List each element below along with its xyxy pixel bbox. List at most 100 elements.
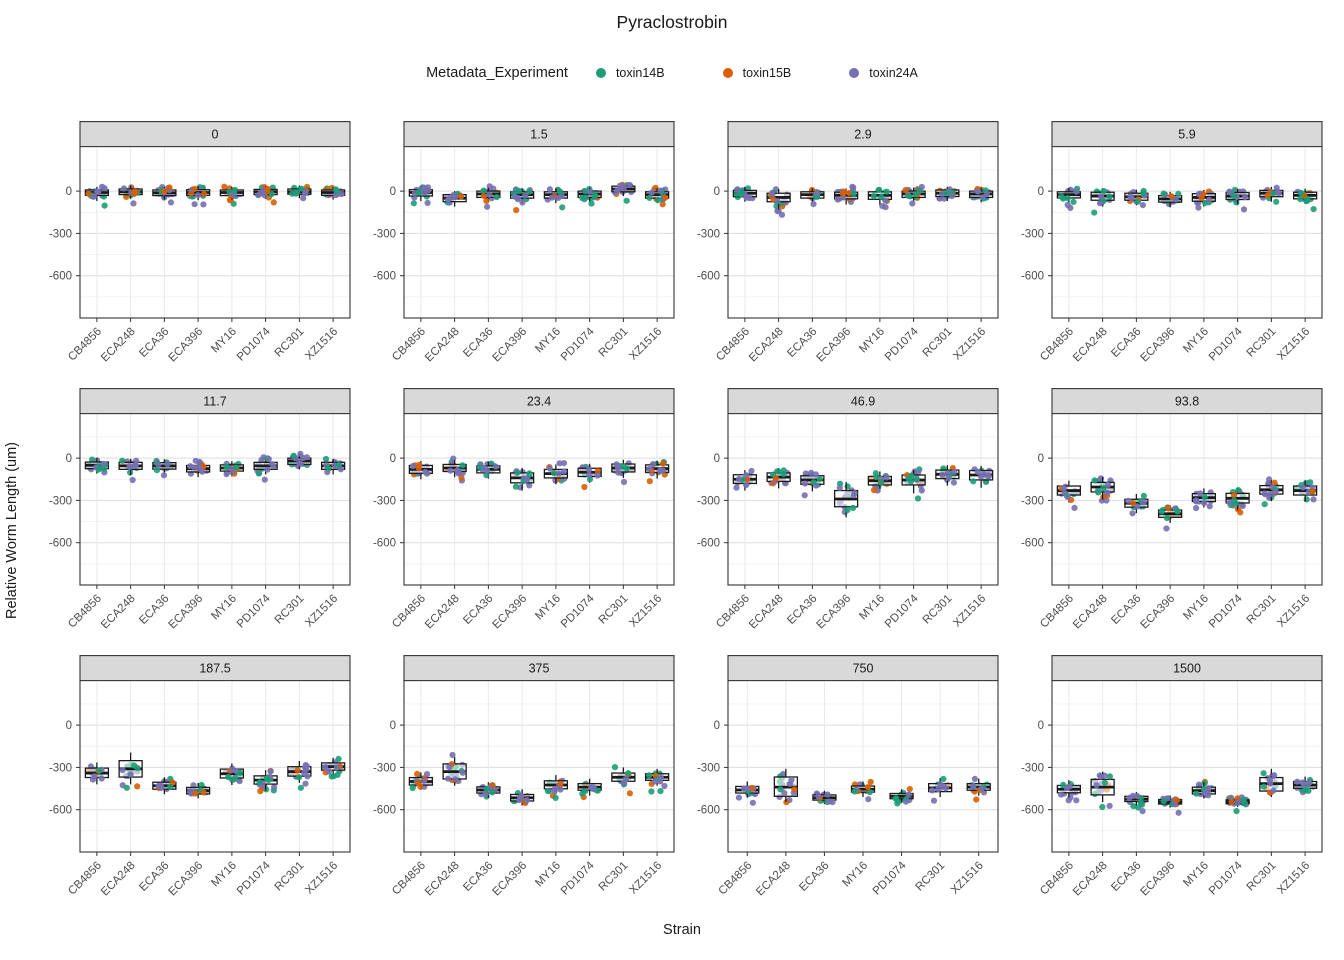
data-point [948, 193, 955, 200]
x-tick-label: PD1074 [883, 592, 921, 630]
x-tick-label: XZ1516 [949, 860, 986, 897]
data-point [788, 776, 795, 784]
x-tick-label: MY16 [209, 593, 239, 623]
data-point [585, 466, 592, 473]
data-point [1140, 189, 1147, 197]
data-point [657, 788, 664, 795]
x-tick-label: ECA396 [490, 593, 529, 632]
data-point [297, 784, 304, 791]
x-tick-label: ECA248 [747, 593, 786, 632]
x-tick-label: CB4856 [1038, 593, 1076, 631]
data-point [1134, 198, 1141, 205]
data-point [824, 791, 831, 798]
data-point [894, 800, 901, 807]
data-point [1299, 779, 1306, 786]
data-point [850, 190, 857, 197]
data-point [557, 786, 564, 793]
jitter-points-front [410, 460, 667, 491]
data-point [1297, 190, 1305, 197]
data-point [1060, 485, 1067, 492]
data-point [1297, 196, 1304, 203]
x-tick-label: XZ1516 [1275, 860, 1312, 897]
data-point [579, 790, 586, 797]
data-point [1104, 481, 1112, 489]
x-tick-label: MY16 [209, 860, 239, 890]
data-point [648, 788, 655, 795]
facet-strip [1051, 655, 1323, 682]
data-point [912, 191, 919, 198]
data-point [662, 194, 669, 201]
data-point [654, 196, 662, 204]
data-point [942, 190, 949, 197]
x-tick-label: PD1074 [1207, 859, 1245, 897]
data-point [1160, 798, 1167, 805]
data-point [95, 466, 102, 473]
y-axis-title: Relative Worm Length (um) [4, 441, 20, 619]
data-point [588, 200, 595, 207]
data-point [416, 461, 423, 468]
data-point [415, 189, 422, 196]
data-point [1100, 485, 1107, 492]
y-tick-label: 0 [66, 453, 72, 465]
data-point [876, 186, 883, 193]
data-point [1193, 790, 1200, 797]
data-point [873, 473, 880, 481]
data-point [906, 786, 913, 793]
legend-entry-toxin15B: toxin15B [722, 66, 791, 80]
jitter-points-front [1058, 772, 1313, 816]
data-point [737, 191, 744, 198]
x-tick-label: RC301 [597, 593, 631, 627]
data-point [619, 183, 626, 190]
data-point [1106, 802, 1113, 809]
data-point [871, 487, 878, 494]
data-point [646, 194, 653, 201]
data-point [101, 185, 108, 192]
data-point [1272, 488, 1279, 496]
y-tick-label: -300 [1021, 495, 1044, 507]
x-tick-label: CB4856 [390, 326, 428, 364]
data-point [810, 479, 817, 486]
data-point [186, 788, 194, 795]
x-tick-label: PD1074 [871, 859, 909, 897]
data-point [1101, 779, 1108, 786]
data-point [1267, 491, 1274, 498]
data-point [552, 794, 559, 801]
data-point [650, 461, 657, 468]
data-point [1160, 190, 1167, 197]
x-tick-label: RC301 [273, 860, 307, 894]
data-point [1235, 487, 1242, 494]
data-point [223, 471, 230, 478]
facet-strip [79, 655, 351, 682]
x-tick-label: RC301 [597, 326, 631, 360]
data-point [297, 460, 304, 467]
data-point [586, 188, 593, 195]
data-point [834, 196, 841, 203]
data-point [883, 188, 890, 195]
data-point [302, 780, 309, 787]
data-point [1240, 206, 1248, 213]
facet-panel-750: 750 0 -300 -600 CB4856 ECA248 ECA36 MY16 PD1074 R… [697, 655, 999, 899]
y-tick-label: 0 [66, 720, 72, 732]
data-point [844, 506, 851, 514]
data-point [656, 467, 664, 474]
data-point [1206, 196, 1213, 203]
data-point [424, 199, 431, 206]
x-tick-label: XZ1516 [627, 593, 664, 630]
x-tick-label: RC301 [921, 326, 955, 360]
data-point [1139, 202, 1146, 209]
data-point [1270, 787, 1277, 794]
data-point [325, 768, 332, 775]
data-point [646, 478, 653, 485]
data-point [810, 201, 817, 208]
data-point [1264, 192, 1271, 199]
y-tick-label: -300 [373, 495, 396, 507]
data-point [560, 468, 567, 475]
x-tick-label: ECA396 [490, 860, 529, 899]
y-tick-label: 0 [66, 186, 72, 198]
x-tick-label: MY16 [857, 593, 887, 623]
y-tick-label: 0 [1038, 186, 1044, 198]
x-tick-label: ECA248 [754, 860, 793, 899]
data-point [132, 188, 139, 195]
data-point [735, 475, 743, 482]
data-point [1237, 509, 1244, 516]
